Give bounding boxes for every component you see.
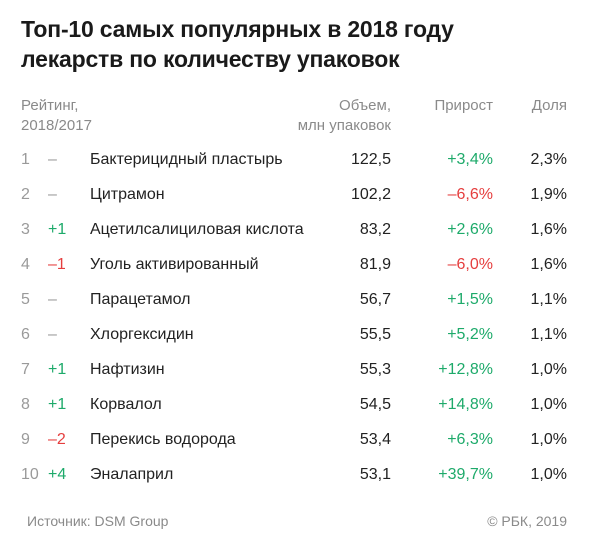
header-share: Доля [531,97,567,114]
rank-cell: 6 [21,326,30,343]
growth-cell: +3,4% [447,151,493,168]
table-row: 7 +1 Нафтизин 55,3 +12,8% 1,0% [0,352,598,387]
table-row: 1 – Бактерицидный пластырь 122,5 +3,4% 2,3% [0,142,598,177]
share-cell: 1,0% [530,361,567,378]
drug-name-cell: Ацетилсалициловая кислота [90,221,304,238]
rank-change-cell: – [48,186,57,203]
volume-cell: 81,9 [359,256,391,273]
chart-title-line-2: лекарств по количеству упаковок [21,46,400,72]
table-row: 3 +1 Ацетилсалициловая кислота 83,2 +2,6% 1,6… [0,212,598,247]
growth-cell: +14,8% [438,396,493,413]
drug-name-cell: Перекись водорода [90,431,236,448]
share-cell: 1,1% [530,326,567,343]
volume-cell: 53,4 [359,431,391,448]
volume-cell: 56,7 [359,291,391,308]
copyright-note: © РБК, 2019 [487,513,567,529]
header-growth: Прирост [434,97,493,114]
volume-cell: 55,3 [359,361,391,378]
table-row: 6 – Хлоргексидин 55,5 +5,2% 1,1% [0,317,598,352]
growth-cell: +6,3% [447,431,493,448]
rank-cell: 3 [21,221,30,238]
rank-change-cell: +4 [48,466,67,483]
header-volume: Объем, млн упаковок [298,96,391,136]
volume-cell: 54,5 [359,396,391,413]
drug-name-cell: Бактерицидный пластырь [90,151,283,168]
share-cell: 1,6% [530,256,567,273]
growth-cell: +1,5% [447,291,493,308]
rank-change-cell: –1 [48,256,66,273]
rank-cell: 4 [21,256,30,273]
growth-cell: +5,2% [447,326,493,343]
volume-cell: 102,2 [350,186,391,203]
rank-cell: 5 [21,291,30,308]
share-cell: 1,6% [530,221,567,238]
chart-title-line-1: Топ-10 самых популярных в 2018 году [21,16,454,42]
rank-cell: 10 [21,466,39,483]
table-row: 5 – Парацетамол 56,7 +1,5% 1,1% [0,282,598,317]
rank-change-cell: – [48,151,57,168]
growth-cell: +39,7% [438,466,493,483]
volume-cell: 55,5 [359,326,391,343]
table-row: 2 – Цитрамон 102,2 –6,6% 1,9% [0,177,598,212]
share-cell: 1,1% [530,291,567,308]
rank-cell: 8 [21,396,30,413]
table-row: 4 –1 Уголь активированный 81,9 –6,0% 1,6% [0,247,598,282]
header-volume-line-1: Объем, [339,97,391,114]
drug-name-cell: Уголь активированный [90,256,259,273]
rank-change-cell: +1 [48,361,67,378]
header-rank-line-1: Рейтинг, [21,97,79,114]
share-cell: 1,9% [530,186,567,203]
drug-name-cell: Корвалол [90,396,162,413]
share-cell: 1,0% [530,466,567,483]
volume-cell: 122,5 [350,151,391,168]
table-row: 9 –2 Перекись водорода 53,4 +6,3% 1,0% [0,422,598,457]
chart-title: Топ-10 самых популярных в 2018 году лека… [21,14,581,74]
rank-cell: 9 [21,431,30,448]
rank-change-cell: – [48,326,57,343]
rank-cell: 2 [21,186,30,203]
volume-cell: 83,2 [359,221,391,238]
drug-name-cell: Нафтизин [90,361,165,378]
growth-cell: –6,0% [447,256,493,273]
source-note: Источник: DSM Group [27,513,169,529]
growth-cell: –6,6% [447,186,493,203]
drug-name-cell: Парацетамол [90,291,191,308]
rank-cell: 1 [21,151,30,168]
share-cell: 2,3% [530,151,567,168]
rank-cell: 7 [21,361,30,378]
share-cell: 1,0% [530,396,567,413]
rank-change-cell: +1 [48,396,67,413]
growth-cell: +2,6% [447,221,493,238]
growth-cell: +12,8% [438,361,493,378]
header-rank-line-2: 2018/2017 [21,117,92,134]
share-cell: 1,0% [530,431,567,448]
drug-name-cell: Цитрамон [90,186,165,203]
table-row: 8 +1 Корвалол 54,5 +14,8% 1,0% [0,387,598,422]
rank-change-cell: – [48,291,57,308]
rank-change-cell: –2 [48,431,66,448]
table-body: 1 – Бактерицидный пластырь 122,5 +3,4% 2,3% 2 –… [0,142,598,492]
drug-name-cell: Эналаприл [90,466,174,483]
drug-name-cell: Хлоргексидин [90,326,194,343]
volume-cell: 53,1 [359,466,391,483]
header-rank: Рейтинг, 2018/2017 [21,96,92,136]
header-volume-line-2: млн упаковок [297,117,391,134]
table-row: 10 +4 Эналаприл 53,1 +39,7% 1,0% [0,457,598,492]
rank-change-cell: +1 [48,221,67,238]
